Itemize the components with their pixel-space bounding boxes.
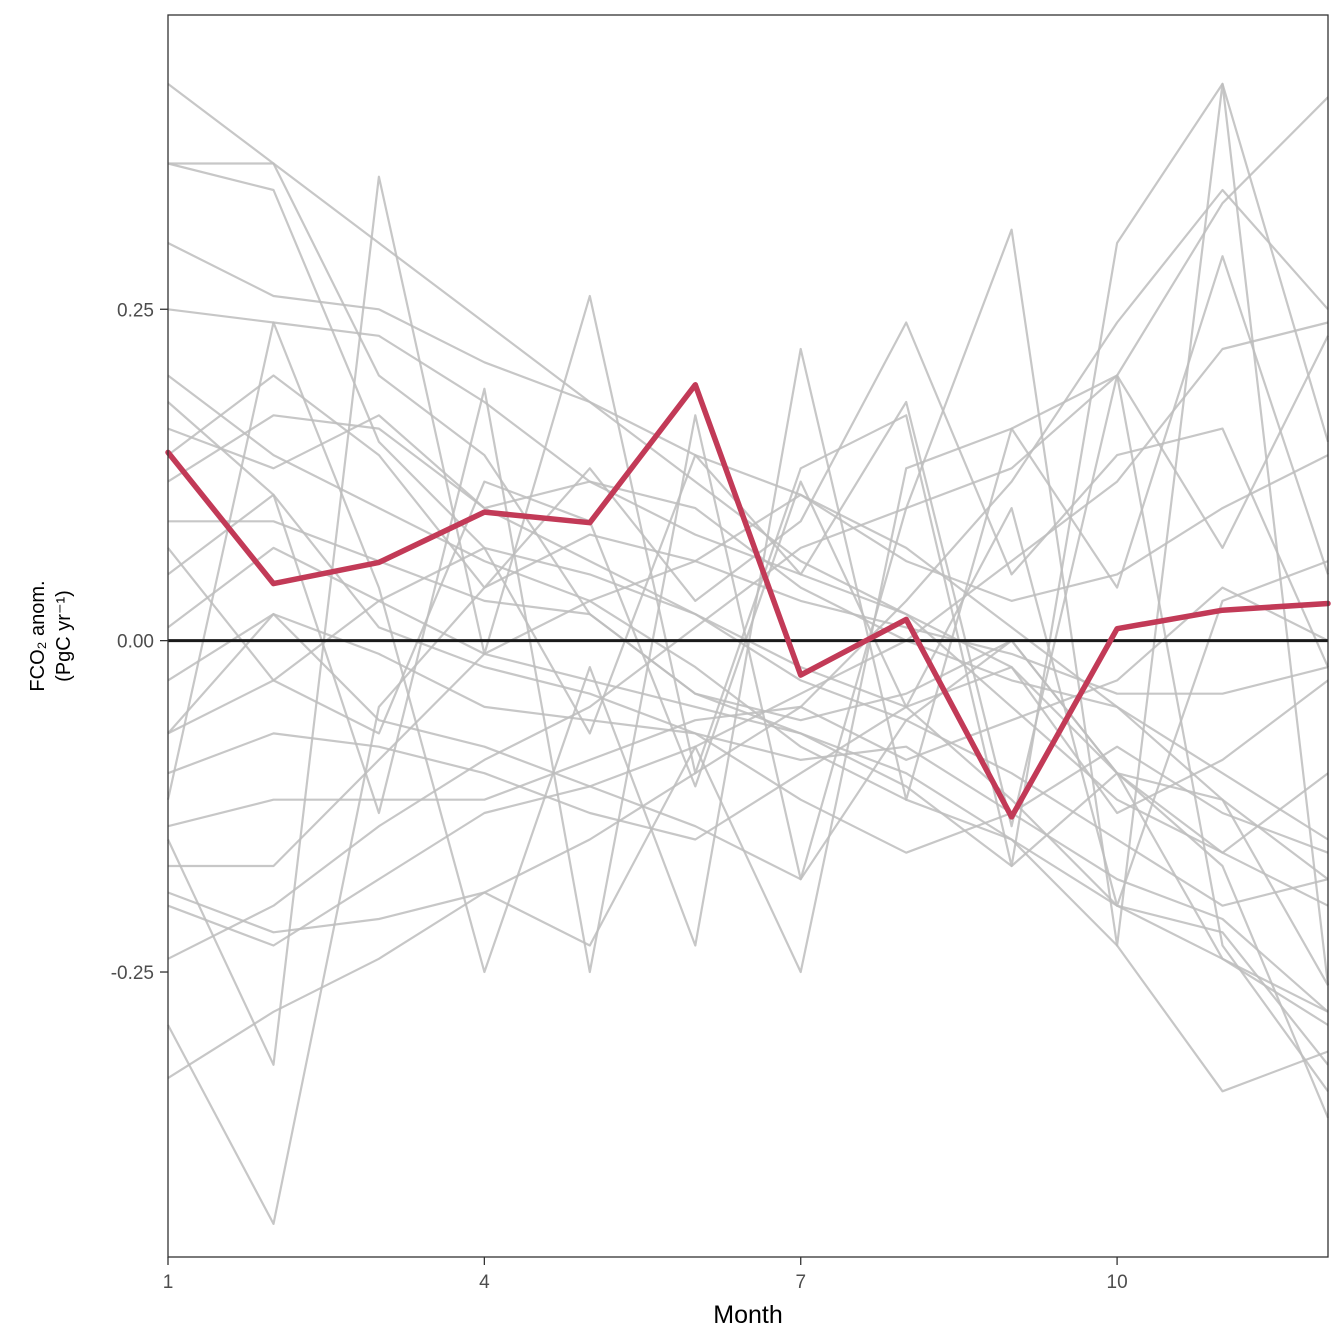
background-series-line-25 [167,321,1330,668]
y-axis-title-line1: FCO₂ anom. [27,580,49,691]
background-series-line-27 [167,480,1329,907]
y-axis-title: FCO₂ anom. (PgC yr⁻¹) [27,580,75,691]
x-tick-label: 10 [1107,1272,1128,1293]
y-tick-label: 0.00 [117,632,154,653]
background-series-line-17 [167,321,1329,947]
background-series-line-19 [167,188,1329,1080]
panel-border [167,14,1329,1258]
x-axis-title: Month [713,1301,782,1329]
x-tick-label: 7 [795,1272,806,1293]
background-series-line-7 [167,414,1329,986]
background-series-line-12 [167,612,1329,854]
background-series-line-13 [167,612,1329,881]
background-series-line-26 [167,335,1329,828]
highlight-series-line [165,382,1331,820]
background-series-line-6 [167,374,1329,1066]
highlight-series-group [165,382,1331,820]
background-series-line-20 [167,533,1329,1226]
x-axis: 1 4 7 10 [163,1257,1128,1293]
y-axis: -0.25 0.00 0.25 [111,300,168,984]
background-series-line-22 [167,82,1330,1066]
y-tick-label: 0.25 [117,300,154,321]
background-series-line-15 [167,586,1329,828]
x-tick-label: 4 [479,1272,490,1293]
background-series-line-23 [167,82,1330,986]
y-tick-label: -0.25 [111,963,154,984]
y-axis-title-line2: (PgC yr⁻¹) [53,590,75,682]
background-series-line-18 [167,96,1329,960]
background-series-group [166,82,1330,1226]
x-tick-label: 1 [163,1272,174,1293]
background-series-line-24 [167,374,1329,1092]
background-series-line-10 [167,493,1329,1013]
background-series-line-4 [167,242,1329,841]
